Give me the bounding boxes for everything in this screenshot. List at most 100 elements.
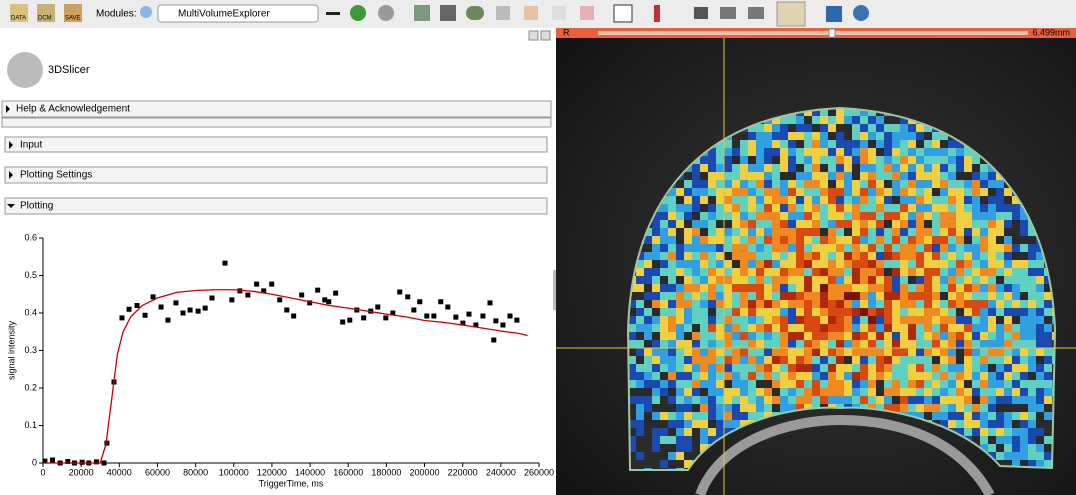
map-pixel bbox=[892, 308, 900, 316]
map-pixel bbox=[684, 428, 692, 436]
map-pixel bbox=[956, 164, 964, 172]
back-button[interactable] bbox=[350, 5, 366, 21]
map-pixel bbox=[956, 412, 964, 420]
section-header[interactable] bbox=[4, 166, 548, 184]
map-pixel bbox=[876, 348, 884, 356]
map-pixel bbox=[764, 316, 772, 324]
map-pixel bbox=[684, 348, 692, 356]
tool-icon[interactable] bbox=[524, 6, 538, 20]
map-pixel bbox=[1004, 412, 1012, 420]
map-pixel bbox=[924, 156, 932, 164]
segmentation-outline bbox=[626, 106, 1057, 471]
map-pixel bbox=[1028, 276, 1036, 284]
tool-icon[interactable] bbox=[748, 7, 764, 19]
map-pixel bbox=[892, 132, 900, 140]
dcm-button[interactable] bbox=[37, 4, 55, 22]
tool-icon[interactable] bbox=[466, 6, 484, 20]
map-pixel bbox=[700, 332, 708, 340]
data-button[interactable] bbox=[10, 4, 28, 22]
map-pixel bbox=[972, 308, 980, 316]
history-button[interactable] bbox=[326, 12, 340, 15]
map-pixel bbox=[1020, 340, 1028, 348]
map-pixel bbox=[676, 300, 684, 308]
screenshot-button[interactable] bbox=[694, 7, 708, 19]
map-pixel bbox=[772, 212, 780, 220]
map-pixel bbox=[1020, 244, 1028, 252]
tool-icon[interactable] bbox=[496, 6, 510, 20]
map-pixel bbox=[908, 236, 916, 244]
close-button[interactable] bbox=[540, 30, 551, 41]
extension-button[interactable] bbox=[826, 6, 842, 22]
map-pixel bbox=[868, 308, 876, 316]
map-pixel bbox=[988, 196, 996, 204]
map-pixel bbox=[852, 220, 860, 228]
map-pixel bbox=[964, 396, 972, 404]
map-pixel bbox=[964, 196, 972, 204]
undock-button[interactable] bbox=[528, 30, 539, 41]
map-pixel bbox=[980, 292, 988, 300]
map-pixel bbox=[876, 388, 884, 396]
map-pixel bbox=[788, 164, 796, 172]
forward-button[interactable] bbox=[378, 5, 394, 21]
section-header[interactable] bbox=[1, 100, 552, 118]
map-pixel bbox=[764, 252, 772, 260]
section-header[interactable] bbox=[4, 197, 548, 215]
section-header[interactable] bbox=[4, 136, 548, 153]
layout-button[interactable] bbox=[613, 4, 633, 23]
map-pixel bbox=[668, 300, 676, 308]
map-pixel bbox=[980, 188, 988, 196]
slice-slider[interactable] bbox=[598, 31, 1028, 35]
map-pixel bbox=[860, 172, 868, 180]
map-pixel bbox=[956, 308, 964, 316]
map-pixel bbox=[796, 228, 804, 236]
map-pixel bbox=[628, 316, 636, 324]
map-pixel bbox=[860, 324, 868, 332]
map-pixel bbox=[900, 284, 908, 292]
map-pixel bbox=[652, 212, 660, 220]
map-pixel bbox=[1036, 372, 1044, 380]
map-pixel bbox=[652, 372, 660, 380]
map-pixel bbox=[972, 428, 980, 436]
slider-handle[interactable] bbox=[828, 28, 836, 38]
map-pixel bbox=[684, 228, 692, 236]
map-pixel bbox=[988, 220, 996, 228]
map-pixel bbox=[660, 420, 668, 428]
map-pixel bbox=[700, 404, 708, 412]
search-icon[interactable] bbox=[140, 6, 152, 18]
python-button[interactable] bbox=[853, 5, 869, 21]
data-point bbox=[202, 305, 208, 311]
tool-icon[interactable] bbox=[580, 6, 594, 20]
map-pixel bbox=[756, 316, 764, 324]
map-pixel bbox=[740, 172, 748, 180]
map-pixel bbox=[980, 204, 988, 212]
tool-icon[interactable] bbox=[654, 5, 660, 22]
save-button[interactable] bbox=[64, 4, 82, 22]
map-pixel bbox=[748, 132, 756, 140]
map-pixel bbox=[796, 340, 804, 348]
map-pixel bbox=[892, 268, 900, 276]
crosshair-button[interactable] bbox=[776, 1, 806, 27]
map-pixel bbox=[692, 356, 700, 364]
map-pixel bbox=[956, 252, 964, 260]
tool-icon[interactable] bbox=[720, 7, 736, 19]
map-pixel bbox=[812, 236, 820, 244]
module-select[interactable] bbox=[157, 4, 319, 23]
map-pixel bbox=[644, 268, 652, 276]
map-pixel bbox=[708, 332, 716, 340]
map-pixel bbox=[1036, 460, 1044, 468]
map-pixel bbox=[644, 316, 652, 324]
map-pixel bbox=[684, 460, 692, 468]
map-pixel bbox=[844, 308, 852, 316]
map-pixel bbox=[644, 380, 652, 388]
map-pixel bbox=[860, 164, 868, 172]
tool-icon[interactable] bbox=[552, 6, 566, 20]
map-pixel bbox=[724, 348, 732, 356]
map-pixel bbox=[788, 260, 796, 268]
tool-icon[interactable] bbox=[440, 5, 456, 21]
map-pixel bbox=[740, 212, 748, 220]
map-pixel bbox=[740, 332, 748, 340]
map-pixel bbox=[684, 276, 692, 284]
map-pixel bbox=[908, 124, 916, 132]
splitter[interactable] bbox=[553, 270, 556, 310]
tool-icon[interactable] bbox=[414, 5, 430, 21]
